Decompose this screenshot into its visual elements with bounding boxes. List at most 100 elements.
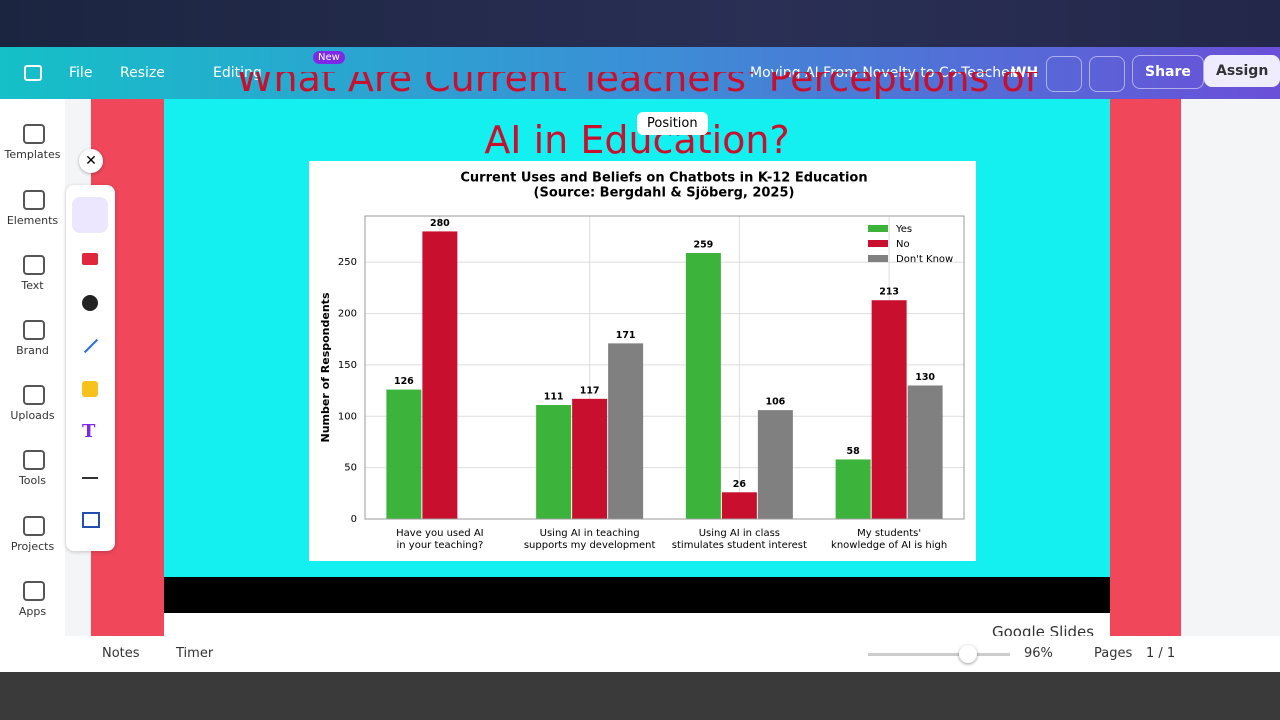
y-tick-label: 250 (338, 257, 357, 268)
sidebar-label[interactable]: Projects (10, 540, 55, 553)
y-tick-label: 150 (338, 360, 357, 371)
draw-tool[interactable] (82, 469, 98, 479)
value-label: 111 (544, 391, 564, 402)
value-label: 171 (616, 330, 636, 341)
bar (536, 404, 572, 519)
bar (386, 389, 422, 519)
tools-panel: T (66, 185, 115, 551)
sidebar-label[interactable]: Uploads (10, 409, 55, 422)
presenter-label: Google Slides (992, 623, 1095, 636)
sidebar-label[interactable]: Text (21, 279, 44, 292)
legend-swatch (868, 225, 888, 232)
sidebar-icon[interactable] (23, 516, 45, 536)
assign-button[interactable]: Assign (1204, 55, 1280, 87)
bar (685, 252, 721, 520)
slide-bar (164, 577, 1110, 613)
plot-frame (364, 215, 965, 520)
value-label: 213 (879, 287, 899, 298)
avatar[interactable]: WH (1011, 65, 1039, 81)
timer-button[interactable]: Timer (176, 646, 214, 661)
text-tool[interactable]: T (82, 421, 96, 442)
value-label: 130 (915, 372, 935, 383)
sidebar-label[interactable]: Tools (18, 474, 47, 487)
page-count: 1 / 1 (1146, 646, 1176, 661)
sidebar-icon[interactable] (23, 320, 45, 340)
pages-button[interactable]: Pages (1094, 646, 1133, 661)
doc-title[interactable]: Moving AI From Novelty to Co-Teacher (750, 65, 1016, 81)
heading-line: AI in Education? (484, 118, 790, 162)
legend-swatch (868, 240, 888, 247)
share-button[interactable]: Share (1132, 55, 1204, 89)
x-tick-label: stimulates student interest (672, 540, 807, 551)
sidebar-label[interactable]: Templates (4, 148, 61, 161)
editing-menu[interactable]: Editing (213, 65, 262, 81)
slide-heading: What Are Current Teachers' Perceptions o… (164, 72, 1110, 99)
value-label: 280 (430, 218, 450, 229)
value-label: 126 (394, 376, 414, 387)
sidebar: Templates Elements Text Brand Uploads Tools Pr… (0, 99, 65, 636)
bar (608, 343, 644, 519)
x-tick-label: Have you used AI (396, 528, 483, 539)
legend-label: Yes (895, 224, 912, 235)
sidebar-icon[interactable] (23, 124, 45, 144)
table-tool[interactable] (82, 512, 100, 528)
bar (757, 410, 793, 519)
y-axis-label: Number of Respondents (319, 292, 332, 442)
bar (907, 385, 943, 519)
value-label: 259 (693, 239, 713, 250)
line-tool[interactable] (83, 338, 99, 354)
y-tick-label: 100 (338, 411, 357, 422)
sticky-tool[interactable] (82, 381, 98, 397)
blurred-backdrop (0, 0, 1280, 47)
toolbar: File Resize Editing New Moving AI From N… (0, 47, 1280, 99)
position-tooltip: Position (637, 112, 708, 135)
y-tick-label: 50 (344, 463, 357, 474)
insights-button[interactable] (1046, 56, 1082, 92)
sidebar-label[interactable]: Apps (18, 605, 47, 618)
legend-swatch (868, 255, 888, 262)
select-tool[interactable] (72, 197, 108, 233)
comments-button[interactable] (1089, 56, 1125, 92)
chart-subtitle: (Source: Bergdahl & Sjöberg, 2025) (534, 186, 795, 201)
sidebar-icon[interactable] (23, 255, 45, 275)
bar (572, 398, 608, 519)
sidebar-icon[interactable] (23, 190, 45, 210)
zoom-level[interactable]: 96% (1024, 646, 1053, 661)
x-tick-label: My students' (857, 528, 921, 539)
x-tick-label: knowledge of AI is high (831, 540, 947, 551)
chart: Current Uses and Beliefs on Chatbots in … (309, 161, 976, 561)
bar (871, 300, 907, 519)
x-tick-label: supports my development (524, 540, 656, 551)
notes-button[interactable]: Notes (102, 646, 140, 661)
legend-label: No (896, 239, 910, 250)
footer-bar: Notes Timer 96% Pages 1 / 1 (0, 636, 1280, 672)
shape-tool[interactable] (82, 295, 98, 311)
resize-menu[interactable]: Resize (120, 65, 165, 81)
sidebar-icon[interactable] (23, 450, 45, 470)
close-button[interactable]: ✕ (79, 149, 103, 173)
sidebar-label[interactable]: Brand (16, 344, 49, 357)
y-tick-label: 0 (351, 514, 357, 525)
home-button[interactable] (24, 65, 42, 81)
value-label: 26 (733, 479, 747, 490)
sidebar-icon[interactable] (23, 581, 45, 601)
sidebar-icon[interactable] (23, 385, 45, 405)
zoom-slider[interactable] (868, 653, 1010, 656)
x-tick-label: in your teaching? (396, 540, 483, 551)
heading-line: What Are Current Teachers' Perceptions o… (235, 72, 1039, 99)
x-tick-label: Using AI in class (699, 528, 780, 539)
new-badge: New (313, 51, 345, 64)
y-tick-label: 200 (338, 309, 357, 320)
sidebar-label[interactable]: Elements (6, 214, 59, 227)
bar (835, 459, 871, 519)
file-menu[interactable]: File (69, 65, 93, 81)
pen-tool[interactable] (82, 253, 98, 265)
legend-label: Don't Know (896, 254, 953, 265)
bar (422, 231, 458, 519)
x-tick-label: Using AI in teaching (540, 528, 640, 539)
chart-title: Current Uses and Beliefs on Chatbots in … (460, 171, 867, 186)
blurred-backdrop (0, 672, 1280, 720)
value-label: 106 (765, 397, 785, 408)
zoom-handle[interactable] (959, 645, 977, 663)
